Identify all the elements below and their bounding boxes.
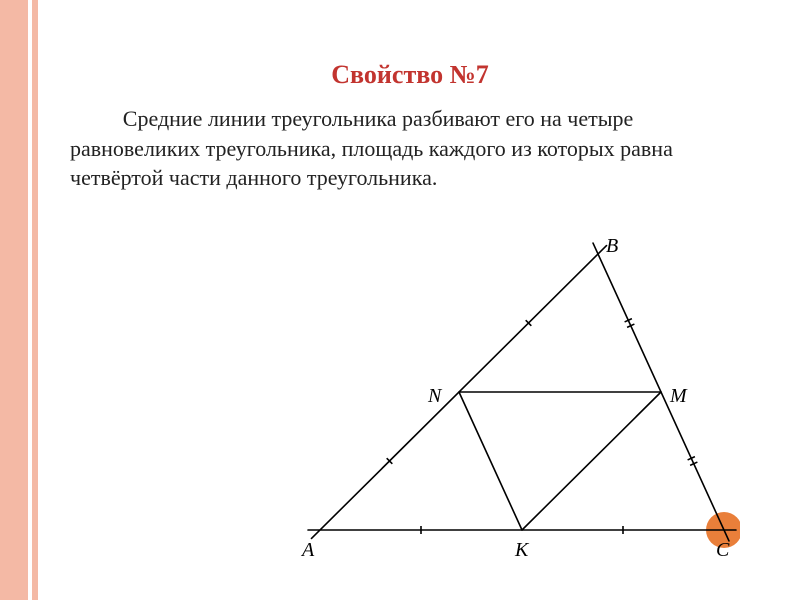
slide: Свойство №7 Средние линии треугольника р… — [0, 0, 800, 600]
svg-text:M: M — [669, 385, 688, 407]
accent-stripe-outer — [0, 0, 28, 600]
accent-stripe-inner — [32, 0, 38, 600]
content-area: Свойство №7 Средние линии треугольника р… — [70, 60, 750, 193]
property-body: Средние линии треугольника разбивают его… — [70, 104, 750, 193]
property-title: Свойство №7 — [70, 60, 750, 90]
svg-text:B: B — [606, 235, 618, 257]
svg-text:C: C — [716, 539, 730, 561]
svg-text:N: N — [427, 385, 443, 407]
triangle-diagram: A K C N M B — [300, 230, 740, 570]
svg-text:A: A — [300, 539, 315, 561]
svg-text:K: K — [514, 539, 530, 561]
